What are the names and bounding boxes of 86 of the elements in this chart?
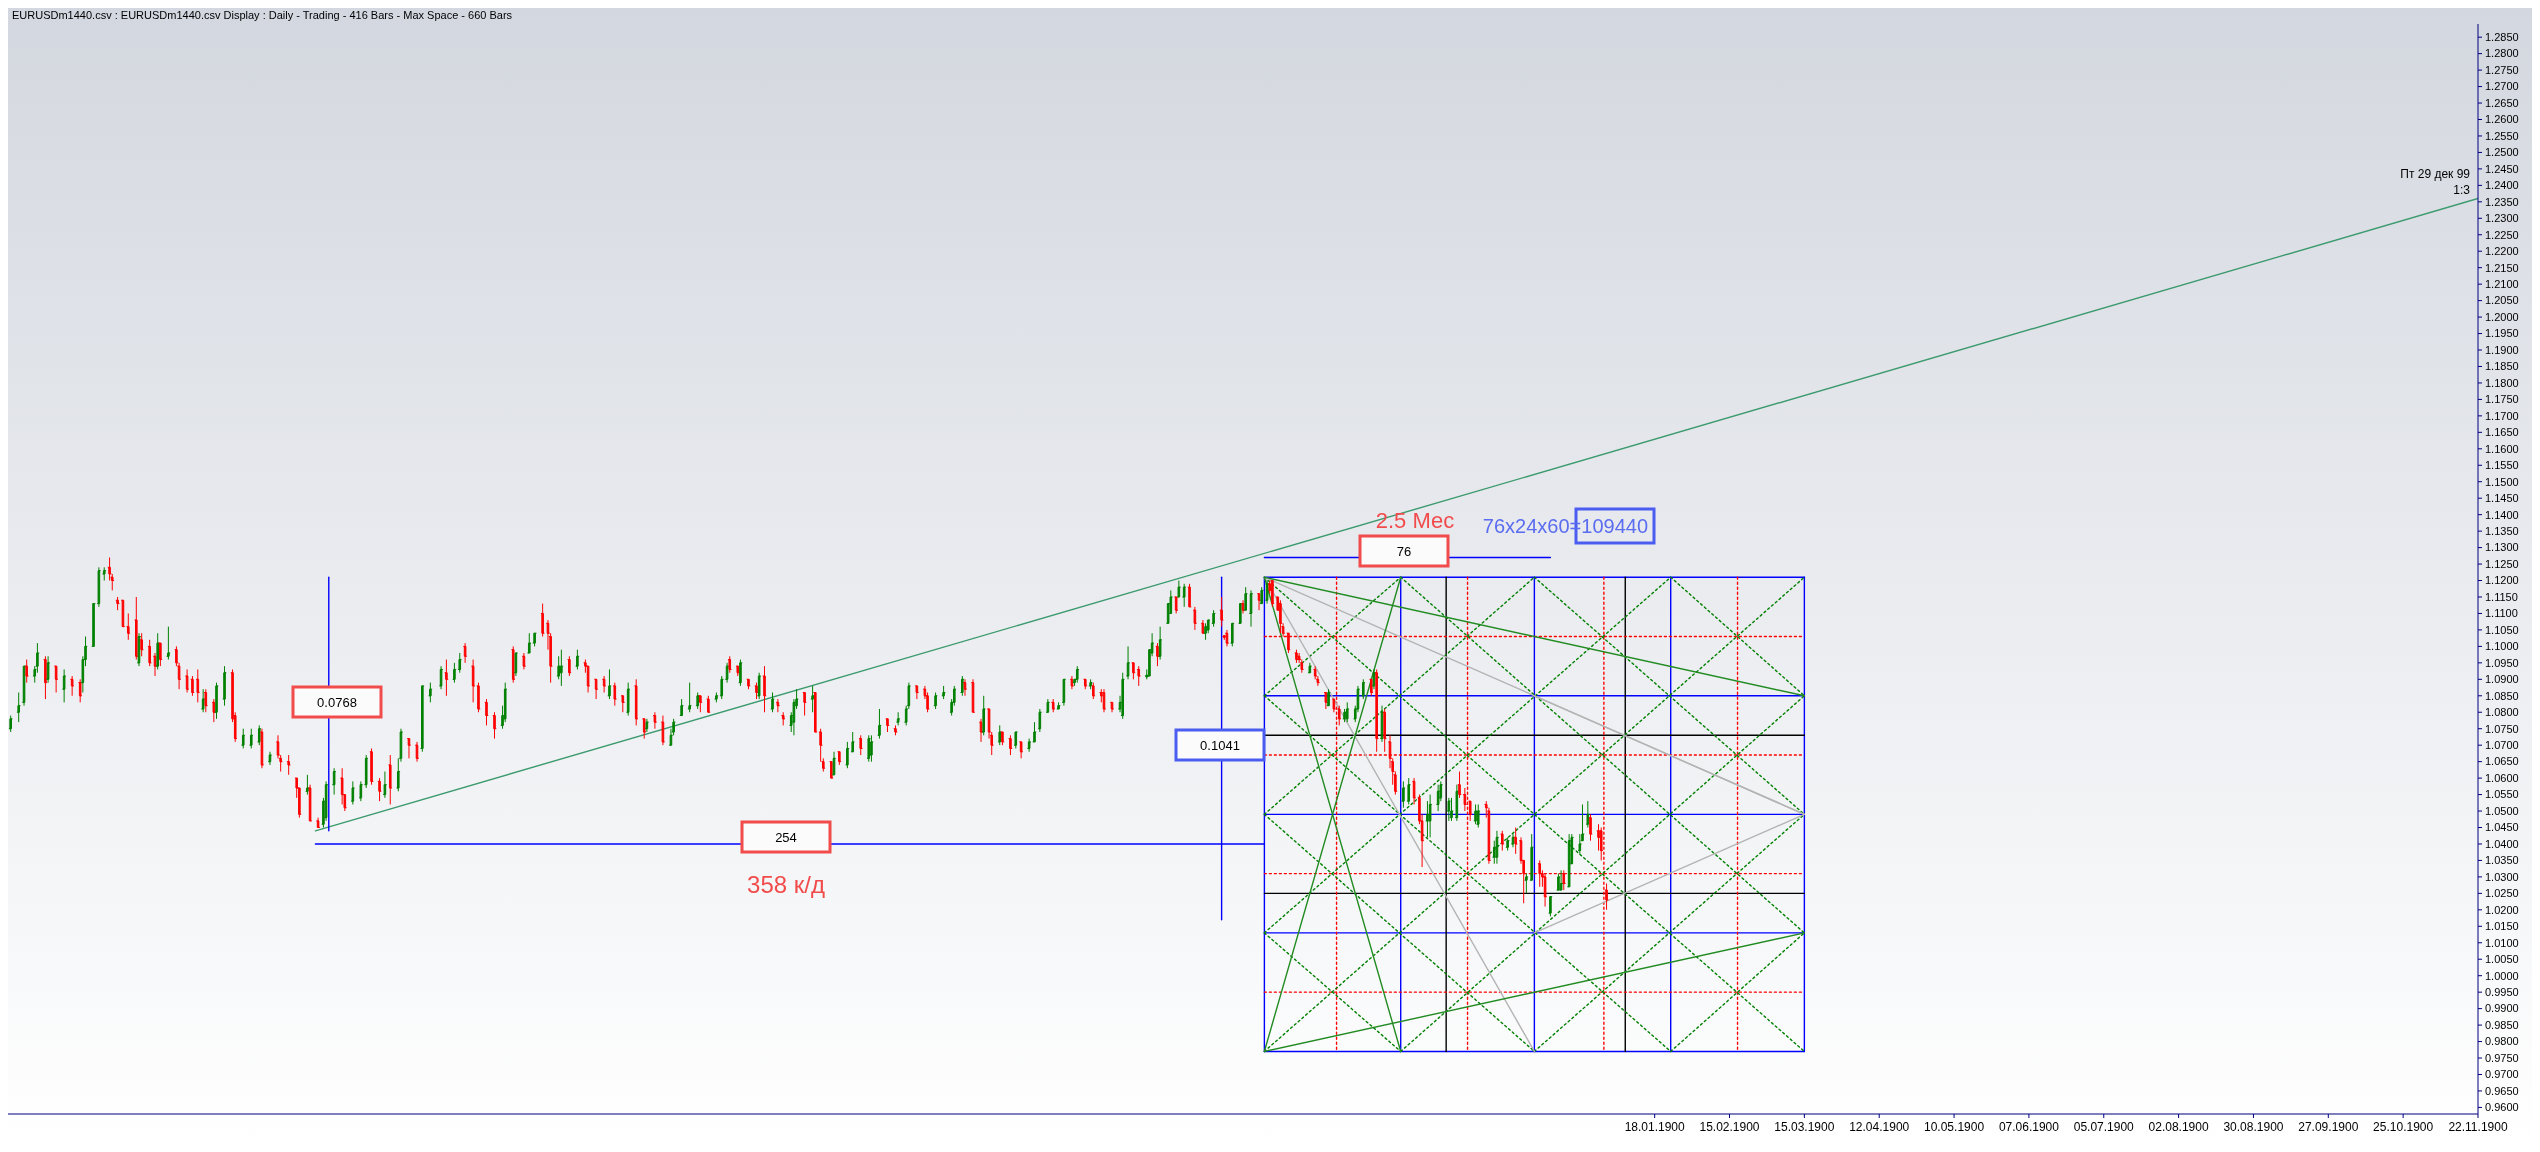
- y-tick-label: 1.1350: [2485, 524, 2519, 537]
- y-tick-label: 1.1250: [2485, 557, 2519, 570]
- y-tick-label: 1.1800: [2485, 376, 2519, 389]
- y-tick-label: 1.2750: [2485, 63, 2519, 76]
- y-tick-label: 1.2550: [2485, 129, 2519, 142]
- y-tick-label: 1.2000: [2485, 310, 2519, 323]
- y-tick-label: 1.2800: [2485, 47, 2519, 60]
- y-tick-label: 1.1000: [2485, 640, 2519, 653]
- y-tick-label: 1.0500: [2485, 804, 2519, 817]
- y-tick-label: 1.2350: [2485, 195, 2519, 208]
- x-tick-label: 02.08.1900: [2148, 1120, 2209, 1134]
- y-tick-label: 1.2450: [2485, 162, 2519, 175]
- y-tick-label: 1.1050: [2485, 623, 2519, 636]
- y-tick-label: 1.0550: [2485, 788, 2519, 801]
- y-tick-label: 1.2100: [2485, 278, 2519, 290]
- x-tick-label: 07.06.1900: [1998, 1120, 2060, 1134]
- y-tick-label: 1.1400: [2485, 508, 2519, 521]
- y-tick-label: 1.1950: [2485, 327, 2519, 340]
- annotation: 0.0768: [317, 694, 357, 710]
- y-tick-label: 1.0000: [2485, 969, 2519, 982]
- y-tick-label: 1.0750: [2485, 722, 2519, 735]
- annotation: 254: [775, 829, 797, 845]
- y-tick-label: 1.2400: [2485, 179, 2519, 192]
- annotation: 0.1041: [1200, 737, 1240, 753]
- x-tick-label: 18.01.1900: [1624, 1120, 1686, 1134]
- y-tick-label: 1.1300: [2485, 541, 2519, 554]
- annotation: 358 к/д: [747, 871, 825, 899]
- y-tick-label: 1.0950: [2485, 656, 2519, 669]
- y-tick-label: 1.1850: [2485, 360, 2519, 373]
- y-tick-label: 1.2300: [2485, 212, 2519, 225]
- y-tick-label: 0.9900: [2485, 1002, 2519, 1015]
- y-tick-label: 1.0600: [2485, 771, 2519, 784]
- y-tick-label: 1.2200: [2485, 245, 2519, 258]
- y-tick-label: 1.0150: [2485, 920, 2519, 933]
- y-tick-label: 1.1450: [2485, 492, 2519, 505]
- y-tick-label: 1.0900: [2485, 673, 2519, 686]
- x-tick-label: 10.05.1900: [1924, 1120, 1985, 1134]
- y-tick-label: 0.9650: [2485, 1084, 2519, 1097]
- annotation: Пт 29 дек 99: [2400, 167, 2471, 182]
- y-tick-label: 1.1550: [2485, 459, 2519, 472]
- y-tick-label: 1.2650: [2485, 96, 2519, 109]
- y-tick-label: 1.1650: [2485, 426, 2519, 439]
- y-tick-label: 1.2850: [2485, 31, 2519, 44]
- y-tick-label: 1.0850: [2485, 689, 2519, 702]
- y-tick-label: 1.0350: [2485, 854, 2519, 867]
- y-tick-label: 1.1600: [2485, 442, 2519, 455]
- y-tick-label: 1.1700: [2485, 409, 2519, 422]
- annotation: 1:3: [2453, 183, 2471, 198]
- y-tick-label: 1.0100: [2485, 936, 2519, 949]
- x-tick-label: 15.02.1900: [1699, 1120, 1760, 1134]
- y-tick-label: 1.2250: [2485, 228, 2519, 241]
- annotation: 76: [1396, 543, 1412, 559]
- y-tick-label: 1.0450: [2485, 821, 2519, 834]
- x-tick-label: 05.07.1900: [2073, 1120, 2135, 1134]
- y-tick-label: 1.0250: [2485, 887, 2519, 900]
- y-tick-label: 1.1150: [2485, 590, 2518, 603]
- x-tick-label: 25.10.1900: [2373, 1120, 2434, 1134]
- y-tick-label: 0.9750: [2485, 1051, 2519, 1064]
- y-tick-label: 0.9950: [2485, 986, 2519, 999]
- y-tick-label: 0.9700: [2485, 1068, 2519, 1081]
- y-tick-label: 1.0800: [2485, 706, 2519, 719]
- y-tick-label: 1.1200: [2485, 574, 2519, 587]
- x-tick-label: 27.09.1900: [2298, 1120, 2359, 1134]
- y-tick-label: 0.9850: [2485, 1018, 2519, 1031]
- y-tick-label: 1.1900: [2485, 343, 2519, 356]
- y-tick-label: 1.2050: [2485, 294, 2519, 307]
- y-tick-label: 0.9600: [2485, 1101, 2519, 1114]
- x-tick-label: 12.04.1900: [1849, 1120, 1910, 1134]
- y-tick-label: 1.2700: [2485, 80, 2519, 93]
- y-tick-label: 1.2600: [2485, 113, 2519, 126]
- y-tick-label: 1.0650: [2485, 755, 2519, 768]
- y-tick-label: 1.0300: [2485, 870, 2519, 883]
- y-tick-label: 1.2150: [2485, 261, 2519, 274]
- y-tick-label: 1.1100: [2485, 607, 2518, 620]
- y-tick-label: 1.1750: [2485, 393, 2519, 406]
- y-tick-label: 1.0050: [2485, 953, 2519, 966]
- y-tick-label: 1.0400: [2485, 837, 2519, 850]
- y-tick-label: 1.0200: [2485, 903, 2519, 916]
- y-tick-label: 1.1500: [2485, 475, 2519, 488]
- x-tick-label: 30.08.1900: [2223, 1120, 2284, 1134]
- x-tick-label: 15.03.1900: [1774, 1120, 1835, 1134]
- y-tick-label: 0.9800: [2485, 1035, 2519, 1048]
- y-tick-label: 1.2500: [2485, 146, 2519, 159]
- x-tick-label: 22.11.1900: [2448, 1120, 2508, 1134]
- y-tick-label: 1.0700: [2485, 739, 2519, 752]
- chart-title: EURUSDm1440.csv : EURUSDm1440.csv Display : Daily - Trading - 416 Bars - Max Space - 660 Bars: [12, 9, 513, 21]
